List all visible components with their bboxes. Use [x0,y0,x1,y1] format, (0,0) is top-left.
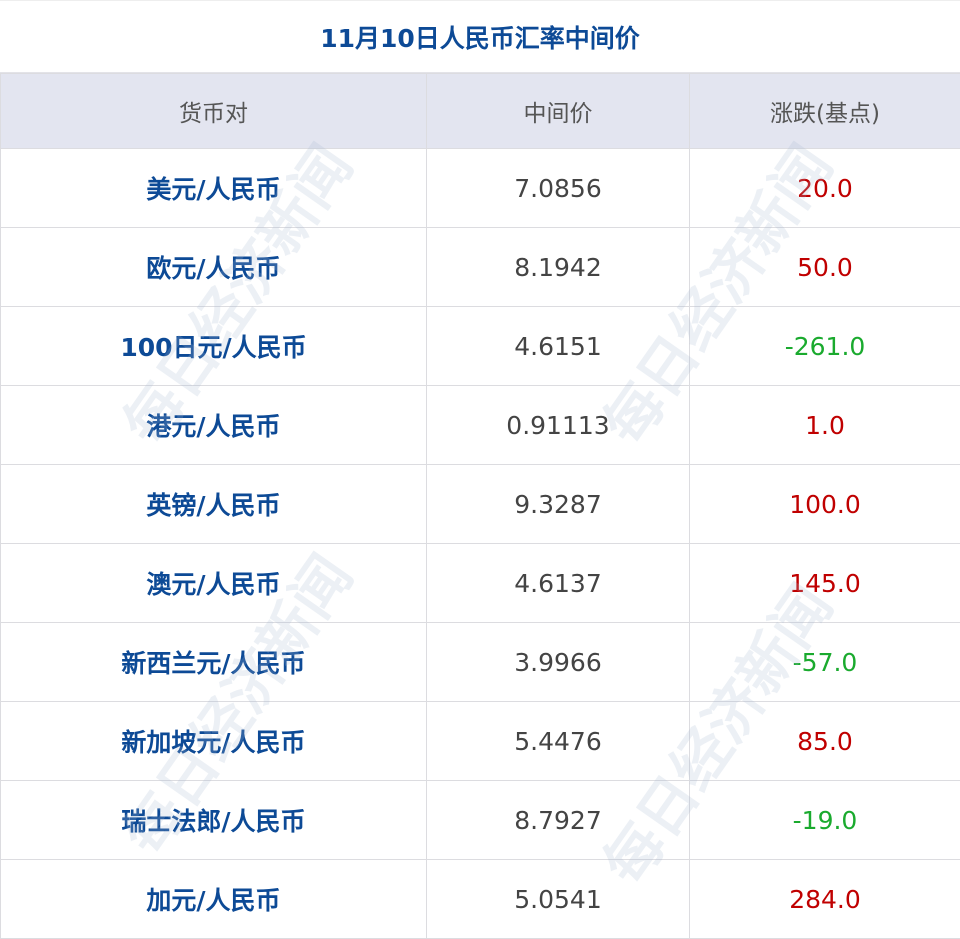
table-title: 11月10日人民币汇率中间价 [0,0,960,73]
mid-price-cell: 5.4476 [427,702,690,781]
currency-pair-cell: 欧元/人民币 [1,228,427,307]
currency-pair-cell: 英镑/人民币 [1,465,427,544]
change-cell: 20.0 [690,149,960,228]
mid-price-cell: 8.1942 [427,228,690,307]
mid-price-cell: 9.3287 [427,465,690,544]
change-cell: 85.0 [690,702,960,781]
mid-price-cell: 0.91113 [427,386,690,465]
currency-pair-cell: 澳元/人民币 [1,544,427,623]
currency-pair-cell: 瑞士法郎/人民币 [1,781,427,860]
currency-pair-cell: 新西兰元/人民币 [1,623,427,702]
change-cell: -261.0 [690,307,960,386]
mid-price-cell: 7.0856 [427,149,690,228]
mid-price-cell: 8.7927 [427,781,690,860]
change-cell: 284.0 [690,860,960,939]
currency-pair-cell: 新加坡元/人民币 [1,702,427,781]
mid-price-cell: 3.9966 [427,623,690,702]
header-row: 货币对 中间价 涨跌(基点) [1,74,960,149]
change-cell: 50.0 [690,228,960,307]
change-cell: -57.0 [690,623,960,702]
currency-pair-cell: 美元/人民币 [1,149,427,228]
change-cell: 1.0 [690,386,960,465]
change-cell: -19.0 [690,781,960,860]
mid-price-cell: 4.6137 [427,544,690,623]
currency-pair-cell: 加元/人民币 [1,860,427,939]
mid-price-cell: 5.0541 [427,860,690,939]
header-change: 涨跌(基点) [690,74,960,149]
currency-pair-cell: 港元/人民币 [1,386,427,465]
header-currency-pair: 货币对 [1,74,427,149]
header-mid-price: 中间价 [427,74,690,149]
change-cell: 100.0 [690,465,960,544]
change-cell: 145.0 [690,544,960,623]
currency-pair-cell: 100日元/人民币 [1,307,427,386]
mid-price-cell: 4.6151 [427,307,690,386]
